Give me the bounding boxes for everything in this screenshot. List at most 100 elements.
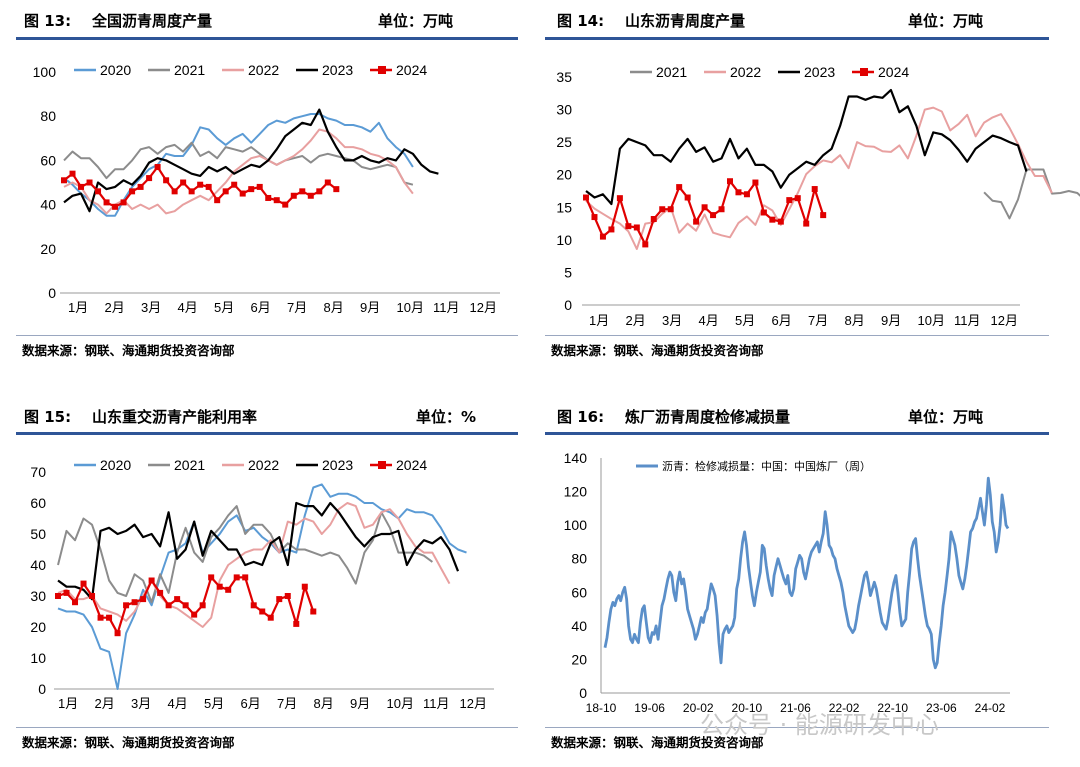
series-point-2024 (112, 203, 119, 210)
x-tick-label: 21-06 (780, 701, 811, 715)
legend-label-2023: 2023 (322, 62, 353, 78)
y-tick-label: 30 (556, 102, 572, 118)
series-point-2024 (140, 596, 147, 603)
series-point-2024 (191, 611, 198, 618)
series-line-2021 (57, 505, 433, 604)
legend-label-2024: 2024 (396, 62, 427, 78)
series-point-2024 (316, 188, 323, 195)
fig15-source: 数据来源：钢联、海通期货投资咨询部 (22, 735, 235, 750)
series-point-2024 (72, 599, 79, 606)
series-line-2023 (585, 88, 1028, 206)
series-point-2024 (97, 614, 104, 621)
series-point-2024 (131, 599, 138, 606)
x-tick-label: 2月 (95, 696, 115, 711)
series-point-2024 (148, 577, 155, 584)
series-point-2024 (301, 583, 308, 590)
fig15-rule (16, 432, 518, 435)
x-tick-label: 18-10 (586, 701, 617, 715)
x-tick-label: 11月 (433, 300, 460, 315)
series-point-2024 (284, 593, 291, 599)
series-point-2024 (310, 608, 317, 615)
series-point-2024 (701, 204, 708, 211)
series-point-2024 (616, 195, 623, 202)
series-point-2024 (106, 614, 113, 621)
series-line-2020 (57, 483, 467, 690)
legend-label-2022: 2022 (730, 64, 761, 80)
y-tick-label: 20 (30, 619, 46, 635)
series-point-2024 (80, 580, 87, 587)
series-point-2024 (608, 226, 615, 233)
fig16-bottom-rule (545, 727, 1049, 728)
legend-label-2021: 2021 (174, 457, 205, 473)
series-line-2023 (63, 108, 439, 213)
series-point-2024 (333, 186, 340, 193)
x-tick-label: 22-10 (877, 701, 908, 715)
x-tick-label: 1月 (589, 313, 609, 328)
x-tick-label: 9月 (360, 300, 380, 315)
fig14-unit: 单位：万吨 (908, 12, 984, 30)
legend-label-2020: 2020 (100, 62, 131, 78)
y-tick-label: 40 (571, 618, 587, 634)
series-point-2024 (273, 197, 280, 204)
x-tick-label: 3月 (131, 696, 151, 711)
series-point-2024 (182, 602, 189, 609)
y-tick-label: 0 (48, 285, 56, 301)
y-tick-label: 40 (30, 557, 46, 573)
y-tick-label: 25 (556, 134, 572, 150)
y-tick-label: 60 (40, 152, 56, 168)
series-point-2024 (591, 214, 598, 221)
y-tick-label: 30 (30, 588, 46, 604)
series-point-2024 (282, 201, 289, 208)
y-tick-label: 60 (30, 495, 46, 511)
chart-16-group: 0 20 40 60 80 100 120 140 18-10 19-06 20-02 20-10 21… (564, 450, 1010, 715)
series-point-2024 (777, 218, 784, 225)
y-tick-label: 140 (564, 450, 588, 466)
x-tick-label: 2月 (105, 300, 125, 315)
series-point-2024 (233, 574, 240, 581)
series-line-2021 (983, 168, 1080, 220)
series-point-2024 (86, 179, 93, 186)
x-tick-label: 1月 (58, 696, 78, 711)
series-point-2024 (299, 188, 306, 195)
series-line-2022 (57, 502, 451, 628)
x-tick-label: 7月 (287, 300, 307, 315)
x-tick-label: 11月 (423, 696, 450, 711)
series-point-2024 (267, 614, 274, 621)
series-point-2024 (222, 188, 229, 195)
x-tick-label: 9月 (350, 696, 370, 711)
x-tick-label: 23-06 (926, 701, 957, 715)
x-tick-label: 22-02 (829, 701, 860, 715)
fig14-rule (545, 37, 1049, 40)
y-tick-label: 80 (40, 108, 56, 124)
series-point-2024 (642, 241, 649, 248)
series-point-2024 (103, 199, 110, 206)
series-point-2024 (214, 197, 221, 204)
series-point-2024 (63, 589, 70, 596)
chart-13-group: 0 20 40 60 80 100 1月 2月 3月 4月 5月 6月 7月 8月 9月 10月 11月 12月 2… (33, 62, 500, 315)
series-point-2024 (129, 188, 136, 195)
x-tick-label: 12月 (460, 696, 487, 711)
series-point-2024 (137, 183, 144, 190)
series-point-2024 (248, 186, 255, 193)
series-point-2024 (684, 194, 691, 201)
series-point-2024 (242, 574, 249, 581)
series-point-2024 (307, 192, 314, 199)
series-point-2024 (752, 179, 759, 186)
x-tick-label: 8月 (314, 696, 334, 711)
series-point-2024 (225, 586, 232, 593)
x-tick-label: 7月 (277, 696, 297, 711)
series-point-2024 (633, 224, 640, 231)
fig16-label: 图 16: 炼厂沥青周度检修减损量 (557, 408, 791, 426)
series-point-2024 (89, 593, 96, 599)
y-tick-label: 120 (564, 484, 588, 500)
series-point-2024 (259, 608, 266, 615)
series-point-2024 (276, 596, 283, 603)
fig16-unit: 单位：万吨 (908, 408, 984, 426)
fig13-source: 数据来源：钢联、海通期货投资咨询部 (22, 343, 235, 358)
x-tick-label: 4月 (178, 300, 198, 315)
series-line-2021 (63, 141, 414, 186)
y-tick-label: 0 (38, 681, 46, 697)
series-point-2024 (293, 620, 300, 627)
y-tick-label: 15 (556, 199, 572, 215)
x-tick-label: 10月 (397, 300, 424, 315)
